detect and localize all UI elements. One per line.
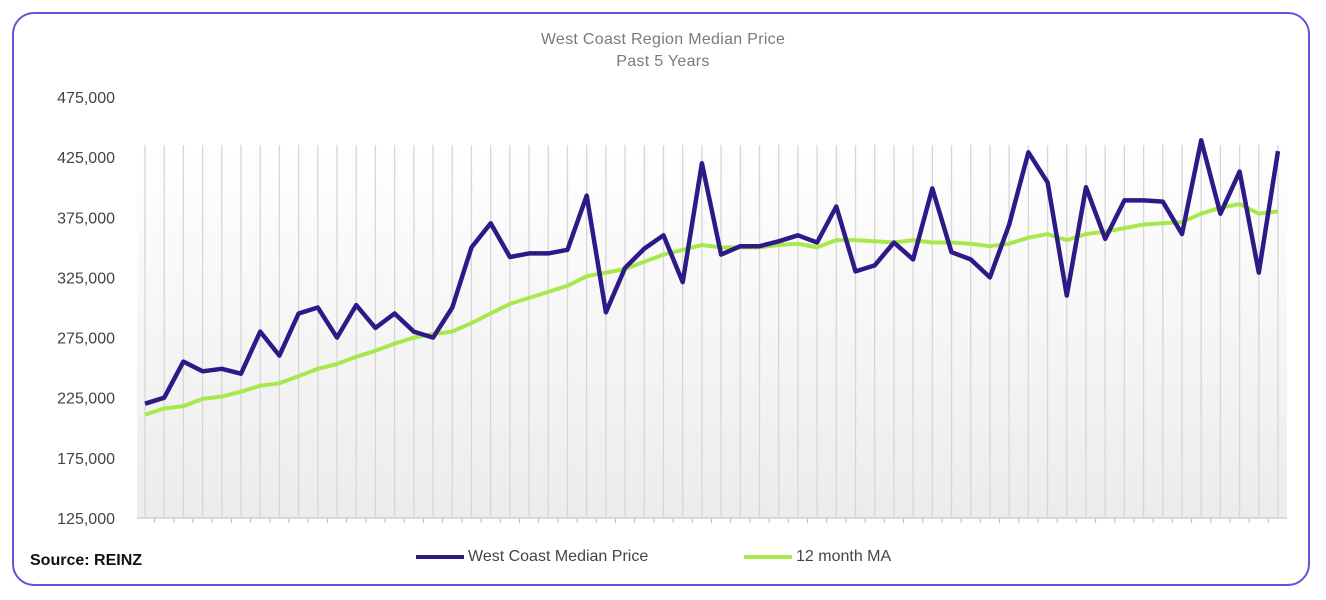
source-label: Source: REINZ bbox=[30, 552, 143, 569]
legend-item-median: West Coast Median Price bbox=[416, 548, 648, 566]
y-tick-label: 475,000 bbox=[57, 90, 115, 107]
y-tick-label: 175,000 bbox=[57, 451, 115, 468]
legend-label-ma: 12 month MA bbox=[796, 548, 892, 565]
series-line-median-price bbox=[144, 138, 1281, 406]
y-tick-label: 225,000 bbox=[57, 391, 115, 408]
legend-swatch-median bbox=[416, 555, 464, 559]
chart-subtitle: Past 5 Years bbox=[616, 53, 710, 70]
y-tick-label: 325,000 bbox=[57, 270, 115, 287]
y-tick-label: 125,000 bbox=[57, 511, 115, 528]
legend-label-median: West Coast Median Price bbox=[468, 548, 649, 565]
y-tick-label: 375,000 bbox=[57, 210, 115, 227]
chart-card bbox=[12, 12, 1310, 586]
chart-title: West Coast Region Median Price bbox=[540, 31, 786, 48]
y-tick-label: 425,000 bbox=[57, 150, 115, 167]
series-line-12-month-ma bbox=[144, 202, 1279, 417]
legend-item-ma: 12 month MA bbox=[744, 548, 891, 566]
y-tick-label: 275,000 bbox=[57, 331, 115, 348]
legend-swatch-ma bbox=[744, 555, 792, 559]
